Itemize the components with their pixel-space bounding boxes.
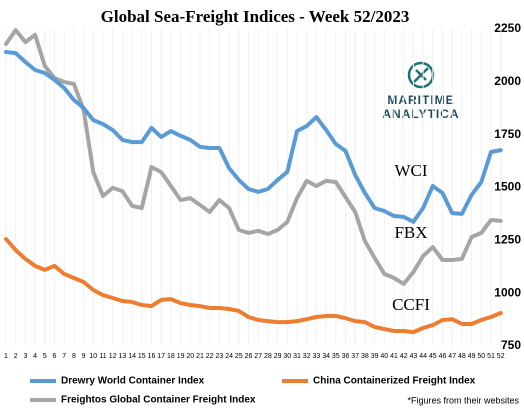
logo-icon [413, 67, 429, 83]
x-tick-label: 7 [62, 353, 66, 360]
chart-title: Global Sea-Freight Indices - Week 52/202… [101, 7, 410, 26]
series-annotation: WCI [394, 161, 427, 180]
x-tick-label: 4 [33, 353, 37, 360]
x-tick-label: 17 [157, 353, 165, 360]
x-tick-label: 26 [245, 353, 253, 360]
x-tick-label: 13 [119, 353, 127, 360]
y-tick-label: 1000 [494, 285, 521, 299]
x-tick-label: 11 [99, 353, 106, 360]
x-tick-label: 21 [196, 353, 204, 360]
x-tick-label: 27 [254, 353, 262, 360]
x-tick-label: 8 [72, 353, 76, 360]
x-tick-label: 18 [167, 353, 175, 360]
x-tick-label: 47 [448, 353, 456, 360]
x-tick-label: 32 [303, 353, 311, 360]
x-tick-label: 44 [419, 353, 427, 360]
series-annotation: CCFI [392, 295, 430, 314]
x-tick-label: 34 [322, 353, 330, 360]
x-tick-label: 51 [487, 353, 495, 360]
x-tick-label: 14 [128, 353, 136, 360]
x-tick-label: 22 [206, 353, 214, 360]
x-tick-label: 40 [380, 353, 388, 360]
x-tick-label: 45 [429, 353, 437, 360]
y-tick-label: 750 [501, 338, 521, 352]
x-tick-label: 31 [293, 353, 301, 360]
x-tick-label: 1 [4, 353, 8, 360]
x-tick-label: 16 [148, 353, 156, 360]
x-tick-label: 43 [410, 353, 418, 360]
x-tick-label: 6 [53, 353, 57, 360]
x-tick-label: 25 [235, 353, 243, 360]
x-tick-label: 10 [89, 353, 97, 360]
x-tick-label: 38 [361, 353, 369, 360]
x-tick-label: 49 [468, 353, 476, 360]
x-tick-label: 15 [138, 353, 146, 360]
x-tick-label: 52 [497, 353, 505, 360]
series-line [4, 28, 503, 286]
x-tick-label: 9 [82, 353, 86, 360]
x-tick-label: 35 [332, 353, 340, 360]
x-tick-label: 19 [177, 353, 185, 360]
series-line [4, 50, 503, 224]
x-tick-label: 42 [400, 353, 408, 360]
x-tick-label: 50 [477, 353, 485, 360]
x-tick-label: 3 [23, 353, 27, 360]
y-tick-label: 1500 [494, 180, 521, 194]
x-tick-label: 24 [225, 353, 233, 360]
footnote: *Figures from their websites [407, 395, 519, 405]
logo-text: ANALYTICA [382, 107, 459, 121]
x-tick-label: 36 [342, 353, 350, 360]
legend-label: Freightos Global Container Freight Index [61, 395, 256, 406]
legend-label: Drewry World Container Index [61, 376, 205, 387]
y-tick-label: 2250 [494, 21, 521, 35]
series-line [4, 237, 503, 335]
x-tick-label: 12 [109, 353, 117, 360]
x-tick-label: 46 [439, 353, 447, 360]
x-tick-label: 30 [283, 353, 291, 360]
x-tick-label: 48 [458, 353, 466, 360]
x-tick-label: 39 [371, 353, 379, 360]
x-tick-label: 23 [216, 353, 224, 360]
y-tick-label: 1250 [494, 233, 521, 247]
x-tick-label: 29 [274, 353, 282, 360]
x-tick-label: 37 [351, 353, 359, 360]
x-tick-label: 20 [186, 353, 194, 360]
x-tick-label: 5 [43, 353, 47, 360]
logo-text: MARITIME [387, 93, 454, 107]
x-tick-label: 2 [14, 353, 18, 360]
series-annotation: FBX [394, 223, 427, 242]
y-tick-label: 2000 [494, 74, 521, 88]
legend-label: China Containerized Freight Index [313, 376, 476, 387]
x-tick-label: 33 [313, 353, 321, 360]
x-tick-label: 41 [390, 353, 398, 360]
y-tick-label: 1750 [494, 127, 521, 141]
x-tick-label: 28 [264, 353, 272, 360]
